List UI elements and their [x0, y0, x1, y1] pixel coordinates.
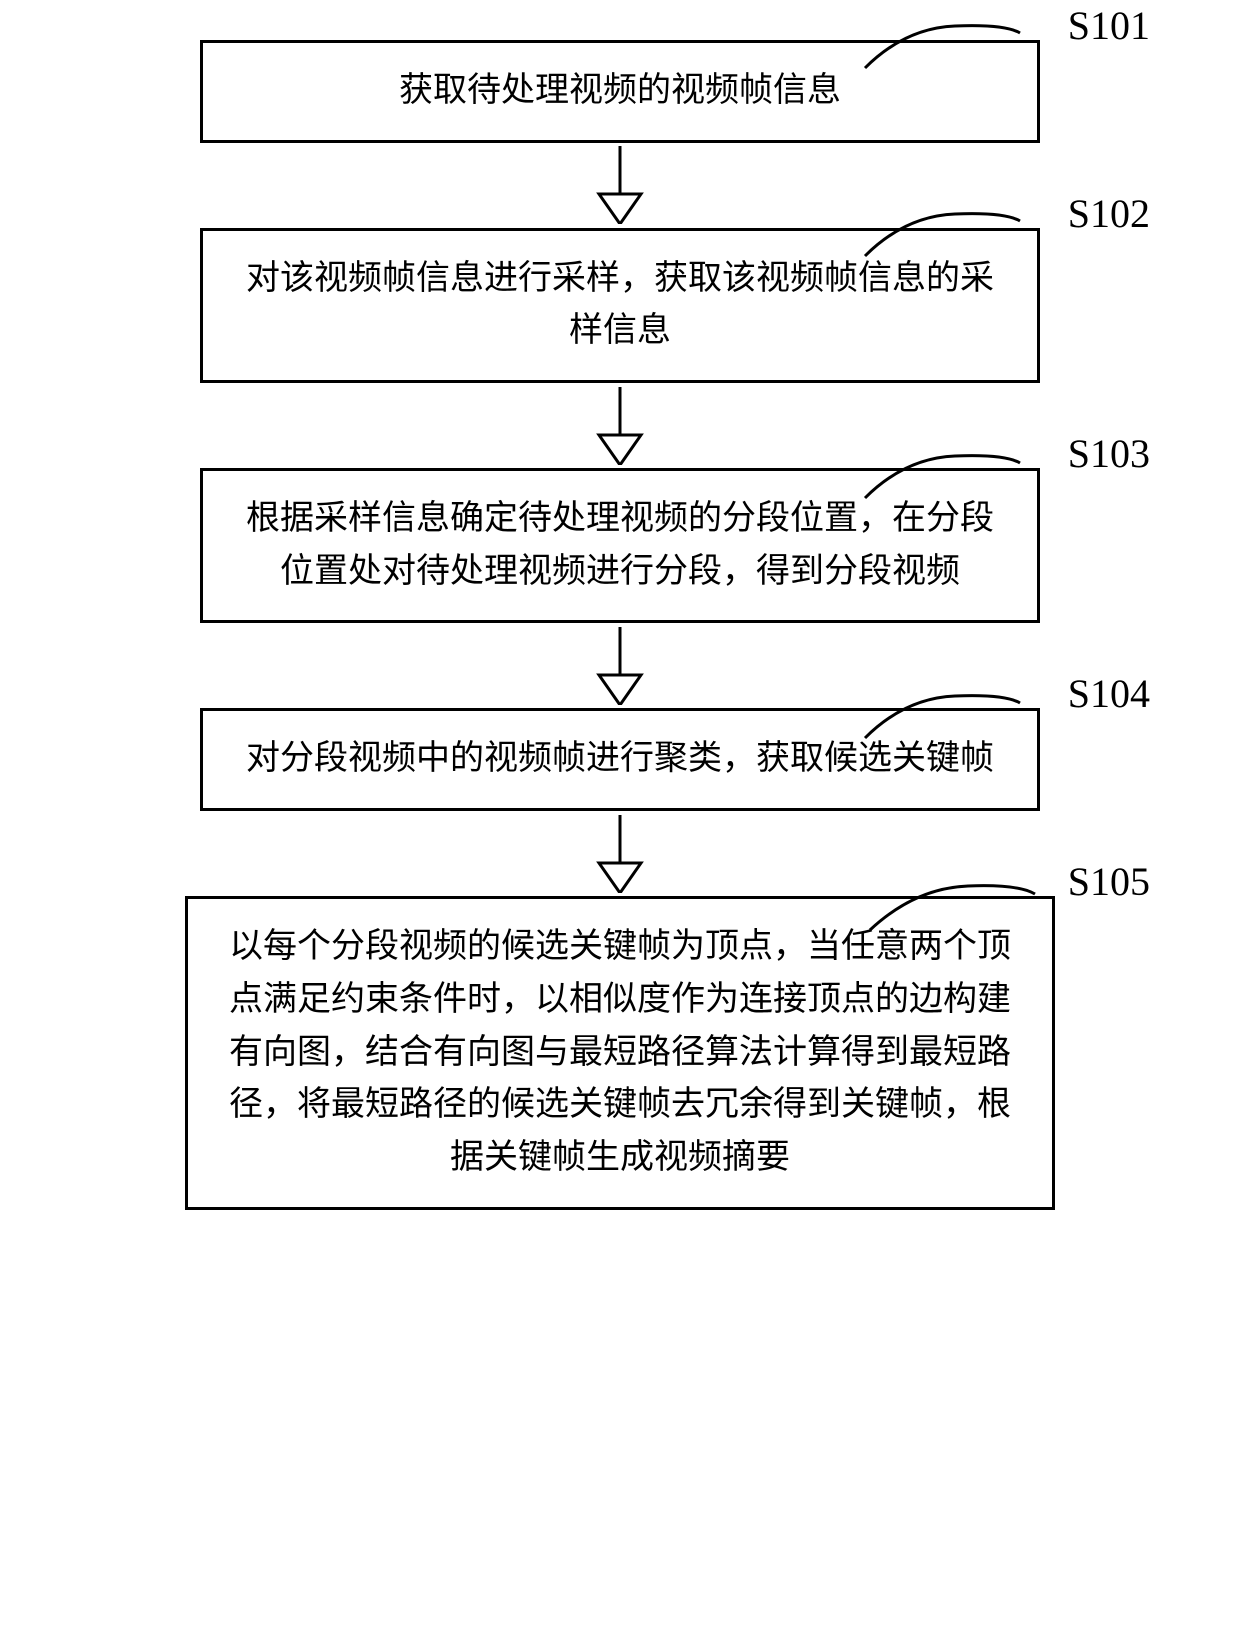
- box-s103: 根据采样信息确定待处理视频的分段位置，在分段位置处对待处理视频进行分段，得到分段…: [200, 468, 1040, 623]
- box-s105: 以每个分段视频的候选关键帧为顶点，当任意两个顶点满足约束条件时，以相似度作为连接…: [185, 896, 1055, 1209]
- arrow-1: [595, 143, 645, 228]
- box-s102: 对该视频帧信息进行采样，获取该视频帧信息的采样信息: [200, 228, 1040, 383]
- box-s101: 获取待处理视频的视频帧信息: [200, 40, 1040, 143]
- step-s105: S105 以每个分段视频的候选关键帧为顶点，当任意两个顶点满足约束条件时，以相似…: [60, 896, 1180, 1209]
- label-s101: S101: [1068, 2, 1150, 49]
- label-s103: S103: [1068, 430, 1150, 477]
- step-s103: S103 根据采样信息确定待处理视频的分段位置，在分段位置处对待处理视频进行分段…: [60, 468, 1180, 623]
- label-s102: S102: [1068, 190, 1150, 237]
- label-s105: S105: [1068, 858, 1150, 905]
- arrow-2: [595, 383, 645, 468]
- step-s104: S104 对分段视频中的视频帧进行聚类，获取候选关键帧: [60, 708, 1180, 811]
- flowchart-container: S101 获取待处理视频的视频帧信息 S102 对该视频帧信息进行采样，获取该视…: [60, 40, 1180, 1210]
- step-s102: S102 对该视频帧信息进行采样，获取该视频帧信息的采样信息: [60, 228, 1180, 383]
- arrow-4: [595, 811, 645, 896]
- label-s104: S104: [1068, 670, 1150, 717]
- arrow-3: [595, 623, 645, 708]
- box-s104: 对分段视频中的视频帧进行聚类，获取候选关键帧: [200, 708, 1040, 811]
- step-s101: S101 获取待处理视频的视频帧信息: [60, 40, 1180, 143]
